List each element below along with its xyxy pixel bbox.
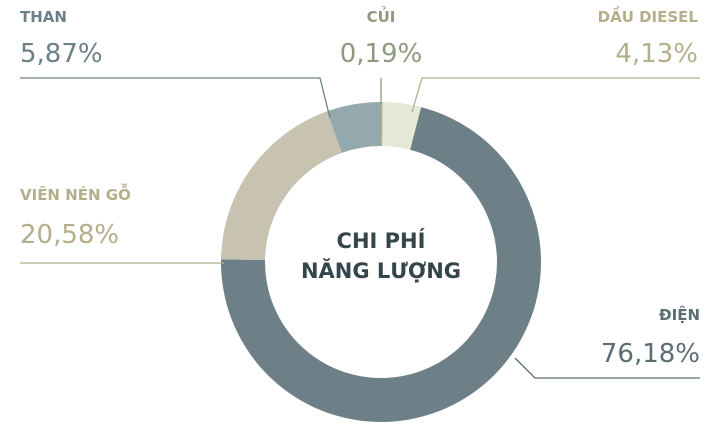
slice bbox=[326, 102, 381, 153]
leader-line bbox=[411, 77, 700, 113]
value-label: 5,87% bbox=[20, 39, 103, 69]
value-label: 76,18% bbox=[601, 339, 700, 369]
value-label: 4,13% bbox=[615, 39, 698, 69]
category-label: VIÊN NÉN GỖ bbox=[20, 183, 131, 204]
slice bbox=[381, 102, 383, 147]
slice bbox=[382, 102, 422, 150]
leader-line bbox=[514, 357, 700, 379]
center-title: CHI PHÍ bbox=[337, 228, 426, 253]
value-label: 0,19% bbox=[340, 39, 423, 69]
category-label: THAN bbox=[20, 8, 67, 26]
center-title: NĂNG LƯỢNG bbox=[301, 258, 461, 283]
value-label: 20,58% bbox=[20, 220, 119, 250]
category-label: DẦU DIESEL bbox=[598, 5, 699, 26]
category-label: CỦI bbox=[367, 5, 396, 26]
leader-line bbox=[20, 77, 331, 119]
category-label: ĐIỆN bbox=[659, 304, 700, 324]
slice bbox=[221, 111, 342, 261]
